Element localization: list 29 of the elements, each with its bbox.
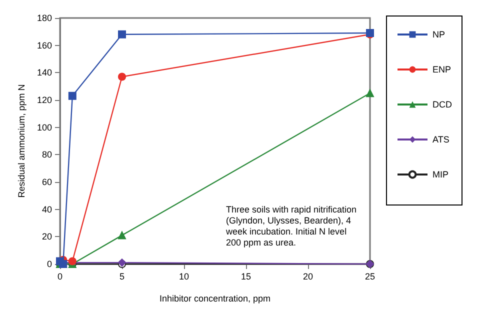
point	[118, 231, 126, 240]
point	[366, 89, 374, 98]
x-tick-label: 10	[178, 272, 190, 282]
x-tick-label: 0	[57, 272, 63, 282]
y-tick-label: 80	[42, 150, 52, 160]
legend-label: NP	[432, 30, 446, 40]
annotation: Three soils with rapid nitrification (Glyndon, Ulysses, Bearden), 4 week incubation. Initial N level 200 ppm as urea.	[225, 204, 360, 248]
y-tick-label: 40	[42, 204, 52, 214]
point	[68, 92, 76, 100]
legend-label: MIP	[432, 170, 449, 180]
point	[118, 30, 126, 38]
x-tick-label: 20	[302, 272, 314, 282]
x-axis-title: Inhibitor concentration, ppm	[159, 294, 271, 304]
legend-label: ATS	[432, 134, 450, 144]
y-tick-label: 100	[36, 122, 52, 132]
y-tick-label: 0	[46, 259, 52, 269]
point	[118, 72, 126, 81]
y-tick-label: 160	[36, 40, 52, 50]
y-tick-label: 20	[42, 232, 52, 242]
x-tick-label: 15	[240, 272, 252, 282]
legend-label: ENP	[432, 64, 452, 74]
x-tick-label: 25	[364, 272, 376, 282]
y-axis-title: Residual ammonium, ppm N	[16, 84, 27, 198]
y-tick-label: 180	[36, 13, 52, 23]
x-tick-label: 5	[119, 272, 125, 282]
legend-label: DCD	[432, 100, 452, 110]
y-tick-label: 120	[36, 95, 52, 105]
y-tick-label: 140	[36, 68, 52, 78]
y-tick-label: 60	[42, 177, 52, 187]
